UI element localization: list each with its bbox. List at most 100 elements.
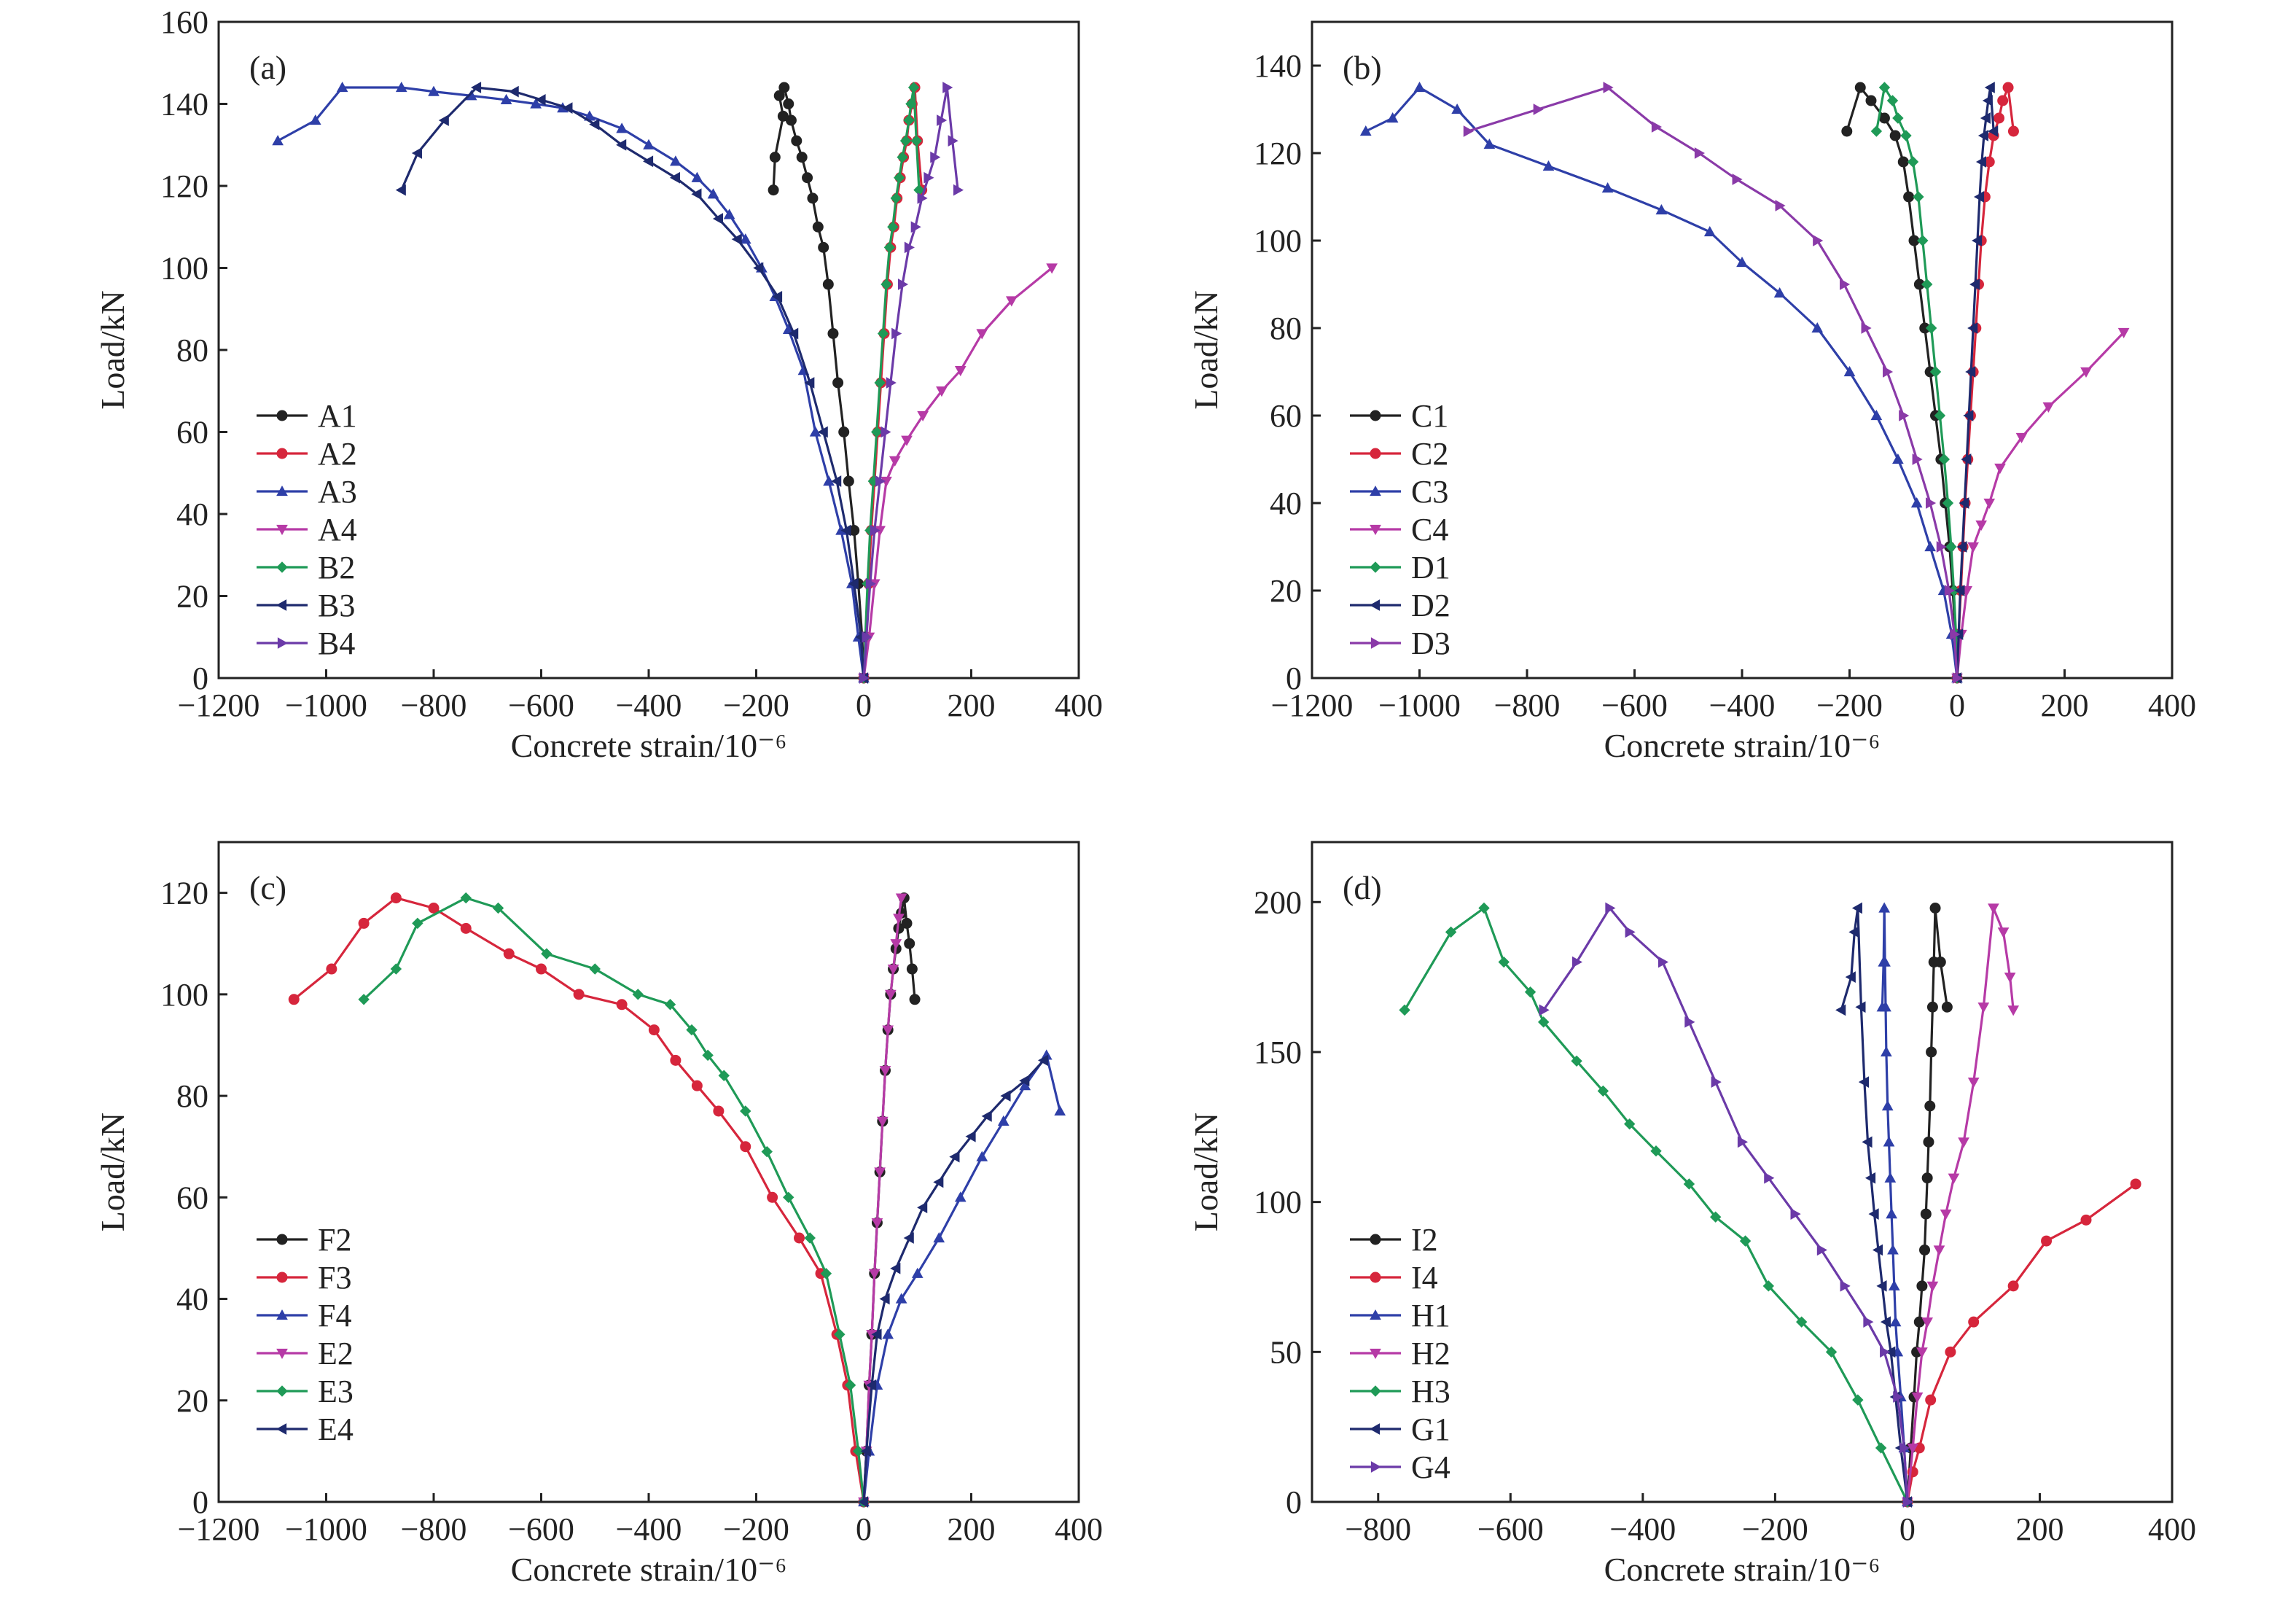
data-point-D1 (1934, 410, 1946, 421)
data-point-D1 (1907, 156, 1919, 168)
data-point-A1 (838, 427, 850, 437)
x-tick-label-c: −800 (401, 1511, 467, 1547)
y-tick-label-c: 0 (192, 1484, 208, 1520)
data-point-C4 (1983, 498, 1996, 510)
data-point-B2 (880, 279, 892, 290)
x-tick-label-b: −800 (1494, 688, 1561, 723)
x-tick-label-c: 400 (1055, 1511, 1103, 1547)
data-point-H2 (1997, 927, 2010, 938)
data-point-G4 (1764, 1172, 1775, 1184)
data-point-C3 (1655, 203, 1668, 215)
data-point-B2 (874, 377, 886, 389)
data-point-E3 (589, 963, 601, 975)
series-E2 (858, 893, 907, 1508)
series-line-H3 (1403, 906, 1909, 1503)
data-point-D3 (1603, 82, 1614, 93)
data-point-C3 (1910, 497, 1923, 508)
legend-label-B4: B4 (318, 626, 355, 661)
series-H3 (1399, 902, 1913, 1508)
data-point-F3 (767, 1191, 778, 1203)
data-point-A1 (832, 377, 844, 389)
data-point-H3 (1571, 1055, 1582, 1067)
data-point-I2 (1929, 903, 1941, 914)
legend-marker-D2 (1369, 599, 1381, 611)
data-point-C1 (1897, 156, 1909, 168)
data-point-E2 (893, 914, 905, 924)
data-point-B3 (817, 426, 828, 438)
x-tick-label-a: −1000 (285, 688, 367, 723)
data-point-B3 (395, 184, 406, 196)
data-point-F3 (713, 1105, 725, 1117)
data-point-D3 (1944, 585, 1955, 596)
data-point-F2 (906, 963, 918, 975)
x-tick-label-a: 400 (1055, 688, 1103, 723)
data-point-B4 (865, 577, 876, 590)
data-point-B4 (870, 524, 880, 537)
data-point-B4 (930, 151, 941, 163)
data-point-D1 (1870, 125, 1883, 137)
data-point-A1 (773, 90, 785, 101)
data-point-A1 (783, 98, 794, 109)
data-point-B4 (891, 327, 902, 340)
series-H1 (1876, 902, 1913, 1507)
series-A3 (272, 81, 870, 683)
data-point-H3 (1825, 1346, 1838, 1358)
data-point-D2 (1963, 410, 1974, 421)
data-point-A3 (809, 426, 821, 437)
y-tick-label-a: 100 (160, 251, 208, 287)
data-point-E3 (718, 1070, 730, 1081)
data-point-G4 (1657, 956, 1669, 968)
data-point-A3 (707, 188, 719, 199)
data-point-D1 (1942, 497, 1954, 509)
y-tick-label-a: 20 (176, 579, 208, 615)
y-axis-label-d: Load/kN (1187, 1113, 1225, 1232)
data-point-E2 (879, 1066, 891, 1077)
data-point-H1 (1888, 1280, 1900, 1290)
data-point-F3 (503, 948, 515, 959)
data-point-F3 (390, 892, 402, 904)
data-point-G4 (1605, 902, 1616, 914)
data-point-F2 (904, 938, 915, 949)
data-point-A4 (889, 456, 901, 467)
data-point-H2 (1911, 1392, 1924, 1403)
data-point-A1 (807, 192, 819, 204)
data-point-I2 (1924, 1100, 1936, 1112)
data-point-H1 (1881, 1046, 1892, 1057)
data-point-E3 (702, 1049, 714, 1062)
x-tick-label-c: −1200 (178, 1511, 260, 1547)
data-point-D2 (1975, 156, 1987, 168)
data-point-B3 (438, 114, 449, 126)
data-point-E4 (860, 1445, 871, 1457)
series-line-E4 (862, 1059, 1045, 1503)
data-point-F4 (1054, 1105, 1066, 1116)
panel-label-b: (b) (1343, 49, 1382, 86)
data-point-E3 (664, 999, 676, 1011)
legend-label-A3: A3 (318, 474, 357, 510)
legend-label-G1: G1 (1411, 1412, 1450, 1447)
x-tick-label-a: −800 (401, 688, 467, 723)
data-point-C4 (2080, 367, 2092, 378)
data-point-G4 (1737, 1136, 1749, 1148)
data-point-E3 (460, 892, 472, 904)
data-point-I2 (1923, 1136, 1934, 1148)
data-point-A3 (723, 209, 735, 219)
data-point-H2 (1916, 1347, 1928, 1358)
data-point-D1 (1913, 191, 1924, 203)
data-point-E3 (686, 1024, 698, 1036)
data-point-G4 (1539, 1004, 1550, 1016)
legend-marker-H3 (1370, 1385, 1381, 1397)
data-point-F3 (616, 999, 628, 1011)
legend-marker-A2 (276, 448, 288, 459)
series-C3 (1359, 81, 1963, 683)
data-point-C4 (1994, 463, 2006, 475)
data-point-B2 (887, 221, 899, 233)
data-point-H3 (1739, 1235, 1752, 1247)
legend-marker-B4 (277, 637, 289, 649)
legend-label-C2: C2 (1411, 436, 1448, 472)
legend-label-E2: E2 (318, 1336, 354, 1371)
data-point-A3 (530, 98, 542, 109)
data-point-E3 (358, 994, 370, 1005)
x-axis-label-c: Concrete strain/10⁻⁶ (511, 1551, 787, 1588)
data-point-D1 (1900, 130, 1912, 141)
legend-marker-B3 (276, 599, 287, 611)
